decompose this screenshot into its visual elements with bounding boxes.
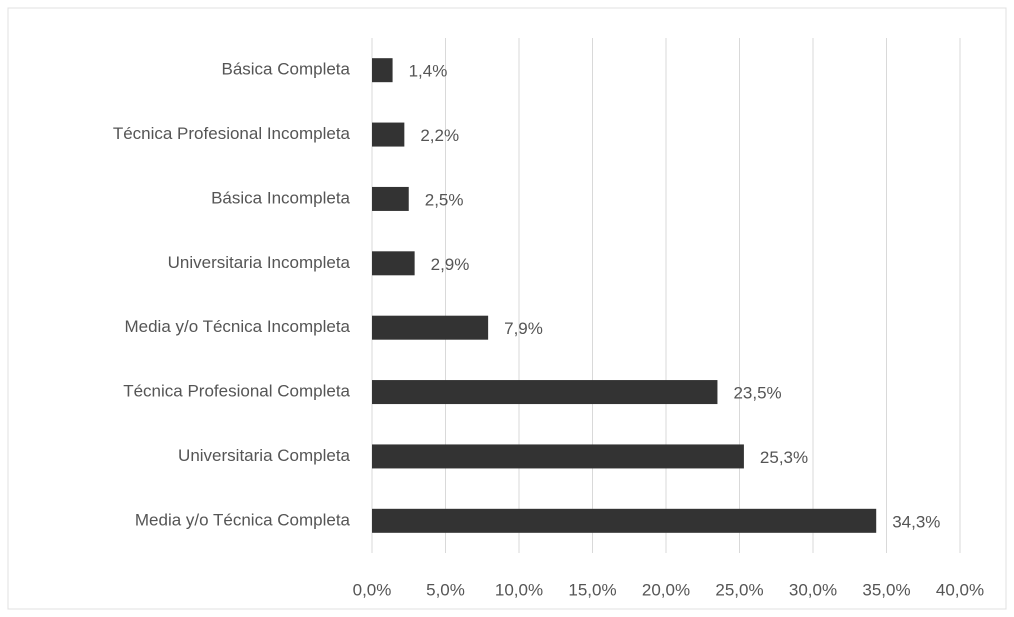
bar — [372, 122, 405, 147]
bar — [372, 444, 744, 469]
y-tick-label: Universitaria Completa — [178, 446, 350, 465]
x-tick-label: 15,0% — [568, 580, 616, 599]
value-label: 7,9% — [504, 319, 543, 338]
x-tick-label: 20,0% — [642, 580, 690, 599]
value-label: 1,4% — [409, 62, 448, 81]
x-tick-label: 35,0% — [862, 580, 910, 599]
value-label: 34,3% — [892, 512, 940, 531]
x-tick-label: 10,0% — [495, 580, 543, 599]
y-tick-label: Media y/o Técnica Completa — [135, 510, 351, 529]
value-label: 2,2% — [420, 126, 459, 145]
y-tick-label: Universitaria Incompleta — [168, 253, 351, 272]
value-label: 23,5% — [733, 384, 781, 403]
y-tick-label: Técnica Profesional Completa — [123, 382, 350, 401]
bar — [372, 186, 409, 211]
value-label: 25,3% — [760, 448, 808, 467]
bar — [372, 380, 718, 405]
bar — [372, 315, 489, 340]
y-tick-label: Básica Completa — [221, 60, 350, 79]
bar — [372, 58, 393, 83]
x-tick-label: 0,0% — [353, 580, 392, 599]
y-tick-label: Básica Incompleta — [211, 188, 350, 207]
chart-frame — [7, 7, 1007, 610]
x-tick-label: 30,0% — [789, 580, 837, 599]
y-tick-label: Media y/o Técnica Incompleta — [124, 317, 350, 336]
x-tick-label: 5,0% — [426, 580, 465, 599]
y-tick-label: Técnica Profesional Incompleta — [113, 124, 351, 143]
value-label: 2,9% — [431, 255, 470, 274]
bar — [372, 251, 415, 276]
x-tick-label: 40,0% — [936, 580, 984, 599]
bar — [372, 508, 877, 533]
value-label: 2,5% — [425, 190, 464, 209]
x-tick-label: 25,0% — [715, 580, 763, 599]
